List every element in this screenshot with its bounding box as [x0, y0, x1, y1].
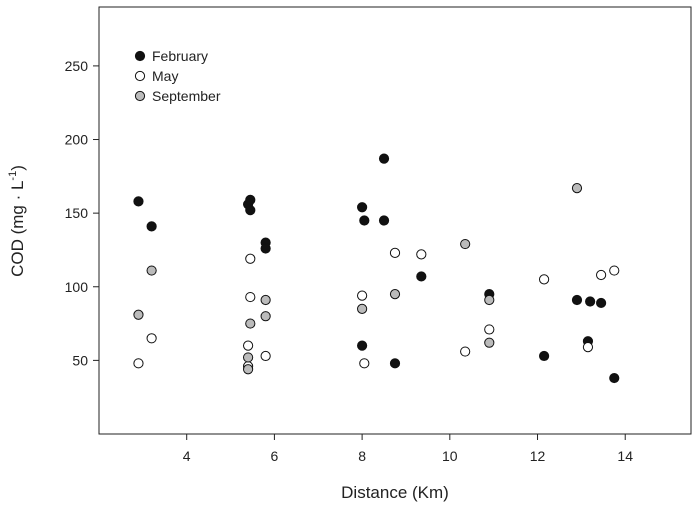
point-september	[260, 311, 271, 322]
point-may	[245, 253, 256, 264]
y-tick-label: 250	[65, 58, 89, 74]
point-may	[245, 291, 256, 303]
legend-marker-february	[134, 50, 146, 62]
legend-marker-september	[134, 90, 146, 102]
point-september	[484, 337, 495, 348]
point-february	[609, 372, 620, 384]
point-february	[416, 271, 427, 282]
point-february	[378, 215, 390, 226]
legend-label-may: May	[152, 68, 178, 84]
point-may	[146, 333, 157, 344]
x-tick-label: 4	[183, 448, 191, 464]
point-may	[357, 290, 368, 301]
point-may	[133, 358, 144, 369]
point-february	[389, 358, 401, 369]
point-september	[260, 294, 271, 306]
legend-marker-may	[134, 70, 146, 82]
point-february	[538, 350, 550, 362]
data-points	[133, 153, 620, 384]
point-may	[582, 342, 594, 353]
point-september	[357, 303, 368, 314]
point-september	[389, 289, 401, 300]
plot-frame	[98, 6, 692, 435]
point-february	[245, 205, 256, 216]
point-may	[460, 346, 471, 357]
x-tick-label: 14	[617, 448, 633, 464]
x-tick-label: 8	[358, 448, 366, 464]
x-tick-label: 12	[530, 448, 546, 464]
x-tick-label: 6	[271, 448, 279, 464]
point-february	[585, 296, 596, 307]
legend-label-february: February	[152, 48, 208, 64]
point-september	[460, 238, 471, 250]
point-may	[260, 350, 271, 362]
y-tick-label: 200	[65, 132, 89, 148]
y-axis-title-close: )	[8, 165, 27, 171]
y-axis-title: COD (mg · L-1)	[7, 165, 27, 277]
point-may	[416, 249, 427, 260]
point-february	[596, 297, 607, 309]
point-september	[146, 265, 157, 276]
x-axis-title: Distance (Km)	[341, 483, 449, 502]
point-september	[242, 364, 254, 375]
point-february	[378, 153, 390, 164]
y-tick-label: 50	[72, 352, 88, 368]
y-axis: 50 100 150 200 250	[65, 58, 99, 368]
y-tick-label: 150	[65, 205, 89, 221]
point-september	[133, 309, 144, 320]
point-february	[357, 340, 368, 351]
point-february	[357, 202, 368, 213]
x-tick-label: 10	[442, 448, 458, 464]
y-tick-label: 100	[65, 279, 89, 295]
x-axis: 4 6 8 10 12 14	[183, 434, 633, 464]
point-may	[359, 358, 370, 369]
point-february	[146, 221, 157, 232]
point-september	[571, 183, 583, 194]
legend-label-september: September	[152, 88, 221, 104]
point-february	[133, 196, 144, 207]
point-may	[596, 269, 607, 281]
point-february	[260, 243, 271, 254]
point-february	[245, 194, 256, 205]
point-september	[242, 352, 254, 363]
point-february	[571, 294, 583, 306]
point-september	[484, 294, 495, 306]
point-february	[359, 215, 370, 226]
point-may	[389, 247, 401, 258]
point-may	[609, 265, 620, 276]
legend: February May September	[134, 48, 221, 104]
point-may	[484, 324, 495, 335]
point-may	[242, 340, 254, 351]
point-may	[538, 274, 550, 285]
point-september	[245, 318, 256, 329]
y-axis-title-main: COD (mg · L	[8, 181, 27, 277]
y-axis-title-superscript: -1	[7, 171, 19, 181]
